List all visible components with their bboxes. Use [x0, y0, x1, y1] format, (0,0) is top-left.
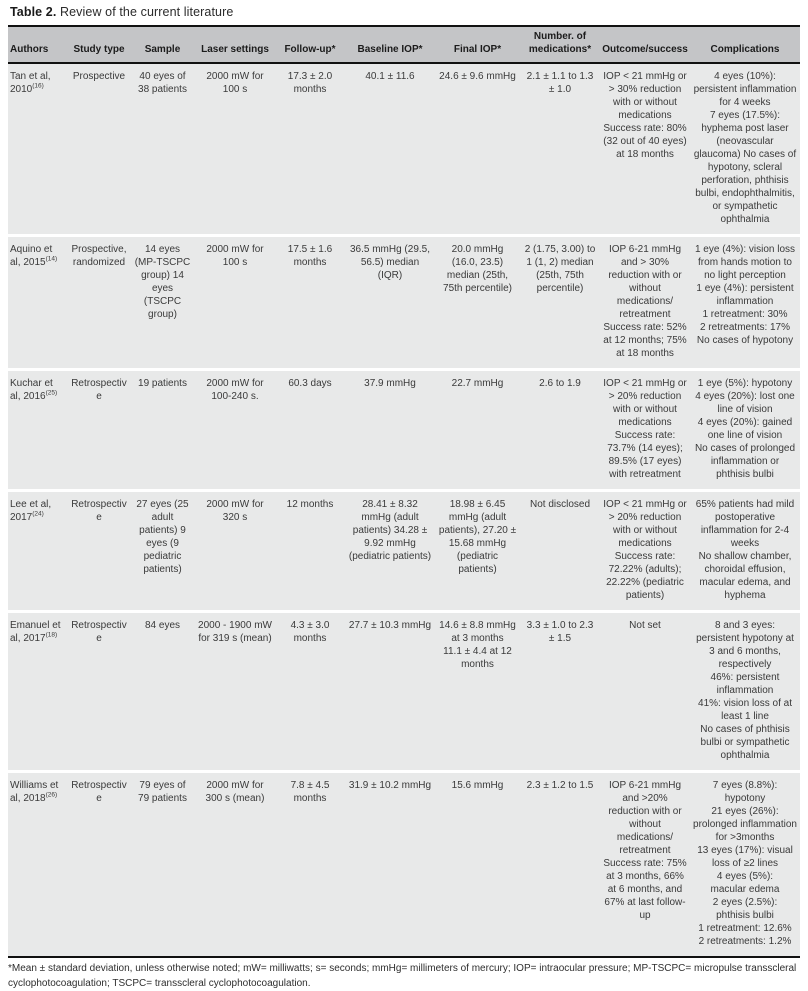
cell-complications: 7 eyes (8.8%): hypotony 21 eyes (26%): p…	[690, 771, 800, 958]
cell-baseline-iop: 27.7 ± 10.3 mmHg	[345, 611, 435, 773]
author-name: Emanuel et al, 2017	[10, 620, 61, 644]
table-row-aquino-2015: Aquino et al, 2015(14) Prospective, rand…	[8, 235, 800, 371]
cell-sample: 27 eyes (25 adult patients) 9 eyes (9 pe…	[130, 490, 195, 613]
cell-authors: Emanuel et al, 2017(18)	[8, 611, 68, 773]
cell-medications: 2 (1.75, 3.00) to 1 (1, 2) median (25th,…	[520, 235, 600, 371]
cell-complications: 65% patients had mild postoperative infl…	[690, 490, 800, 613]
cell-follow-up: 12 months	[275, 490, 345, 613]
author-name: Lee et al, 2017	[10, 499, 52, 523]
cell-study-type: Retrospective	[68, 771, 130, 958]
col-header-laser-settings: Laser settings	[195, 25, 275, 64]
cell-follow-up: 17.5 ± 1.6 months	[275, 235, 345, 371]
col-header-follow-up: Follow-up*	[275, 25, 345, 64]
cell-authors: Lee et al, 2017(24)	[8, 490, 68, 613]
col-header-complications: Complications	[690, 25, 800, 64]
cell-final-iop: 14.6 ± 8.8 mmHg at 3 months 11.1 ± 4.4 a…	[435, 611, 520, 773]
cell-final-iop: 15.6 mmHg	[435, 771, 520, 958]
cell-baseline-iop: 28.41 ± 8.32 mmHg (adult patients) 34.28…	[345, 490, 435, 613]
table-title: Table 2. Review of the current literatur…	[10, 5, 800, 19]
cell-complications: 1 eye (5%): hypotony 4 eyes (20%): lost …	[690, 369, 800, 492]
reference-superscript: (26)	[45, 791, 58, 799]
cell-complications: 8 and 3 eyes: persistent hypotony at 3 a…	[690, 611, 800, 773]
cell-study-type: Retrospective	[68, 490, 130, 613]
cell-medications: 2.3 ± 1.2 to 1.5	[520, 771, 600, 958]
cell-outcome: IOP 6-21 mmHg and >20% reduction with or…	[600, 771, 690, 958]
cell-authors: Williams et al, 2018(26)	[8, 771, 68, 958]
cell-baseline-iop: 31.9 ± 10.2 mmHg	[345, 771, 435, 958]
cell-complications: 1 eye (4%): vision loss from hands motio…	[690, 235, 800, 371]
col-header-baseline-iop: Baseline IOP*	[345, 25, 435, 64]
reference-superscript: (24)	[32, 510, 44, 518]
author-name: Williams et al, 2018	[10, 780, 59, 804]
cell-authors: Tan et al, 2010(16)	[8, 63, 68, 237]
cell-baseline-iop: 40.1 ± 11.6	[345, 63, 435, 237]
col-header-study-type: Study type	[68, 25, 130, 64]
cell-follow-up: 7.8 ± 4.5 months	[275, 771, 345, 958]
cell-outcome: IOP 6-21 mmHg and > 30% reduction with o…	[600, 235, 690, 371]
author-name: Tan et al, 2010	[10, 71, 51, 95]
cell-outcome: Not set	[600, 611, 690, 773]
cell-medications: Not disclosed	[520, 490, 600, 613]
cell-authors: Aquino et al, 2015(14)	[8, 235, 68, 371]
table-row-tan-2010: Tan et al, 2010(16) Prospective 40 eyes …	[8, 63, 800, 237]
footnote: *Mean ± standard deviation, unless other…	[8, 963, 797, 989]
cell-study-type: Prospective, randomized	[68, 235, 130, 371]
author-name: Aquino et al, 2015	[10, 244, 53, 268]
cell-outcome: IOP < 21 mmHg or > 20% reduction with or…	[600, 369, 690, 492]
reference-superscript: (25)	[45, 389, 58, 397]
cell-study-type: Prospective	[68, 63, 130, 237]
col-header-outcome: Outcome/success	[600, 25, 690, 64]
cell-study-type: Retrospective	[68, 369, 130, 492]
cell-follow-up: 4.3 ± 3.0 months	[275, 611, 345, 773]
cell-final-iop: 18.98 ± 6.45 mmHg (adult patients), 27.2…	[435, 490, 520, 613]
cell-laser-settings: 2000 mW for 300 s (mean)	[195, 771, 275, 958]
cell-laser-settings: 2000 mW for 100-240 s.	[195, 369, 275, 492]
table-title-label: Table 2.	[10, 5, 57, 19]
table-title-text: Review of the current literature	[60, 5, 234, 19]
cell-complications: 4 eyes (10%): persistent inflammation fo…	[690, 63, 800, 237]
header-row: Authors Study type Sample Laser settings…	[8, 25, 800, 64]
table-row-williams-2018: Williams et al, 2018(26) Retrospective 7…	[8, 771, 800, 958]
cell-outcome: IOP < 21 mmHg or > 20% reduction with or…	[600, 490, 690, 613]
cell-medications: 2.6 to 1.9	[520, 369, 600, 492]
table-row-lee-2017: Lee et al, 2017(24) Retrospective 27 eye…	[8, 490, 800, 613]
col-header-final-iop: Final IOP*	[435, 25, 520, 64]
cell-sample: 79 eyes of 79 patients	[130, 771, 195, 958]
col-header-authors: Authors	[8, 25, 68, 64]
reference-superscript: (16)	[32, 82, 44, 90]
cell-medications: 2.1 ± 1.1 to 1.3 ± 1.0	[520, 63, 600, 237]
cell-sample: 19 patients	[130, 369, 195, 492]
cell-authors: Kuchar et al, 2016(25)	[8, 369, 68, 492]
cell-baseline-iop: 36.5 mmHg (29.5, 56.5) median (IQR)	[345, 235, 435, 371]
cell-outcome: IOP < 21 mmHg or > 30% reduction with or…	[600, 63, 690, 237]
reference-superscript: (14)	[45, 255, 58, 263]
cell-laser-settings: 2000 mW for 100 s	[195, 235, 275, 371]
table-row-kuchar-2016: Kuchar et al, 2016(25) Retrospective 19 …	[8, 369, 800, 492]
cell-final-iop: 24.6 ± 9.6 mmHg	[435, 63, 520, 237]
cell-final-iop: 22.7 mmHg	[435, 369, 520, 492]
cell-study-type: Retrospective	[68, 611, 130, 773]
cell-sample: 40 eyes of 38 patients	[130, 63, 195, 237]
cell-sample: 84 eyes	[130, 611, 195, 773]
author-name: Kuchar et al, 2016	[10, 378, 53, 402]
table-row-emanuel-2017: Emanuel et al, 2017(18) Retrospective 84…	[8, 611, 800, 773]
col-header-medications: Number. of medications*	[520, 25, 600, 64]
cell-baseline-iop: 37.9 mmHg	[345, 369, 435, 492]
reference-superscript: (18)	[45, 631, 58, 639]
cell-sample: 14 eyes (MP-TSCPC group) 14 eyes (TSCPC …	[130, 235, 195, 371]
col-header-sample: Sample	[130, 25, 195, 64]
cell-medications: 3.3 ± 1.0 to 2.3 ± 1.5	[520, 611, 600, 773]
literature-review-table: Authors Study type Sample Laser settings…	[8, 25, 800, 958]
cell-laser-settings: 2000 mW for 320 s	[195, 490, 275, 613]
cell-follow-up: 60.3 days	[275, 369, 345, 492]
cell-laser-settings: 2000 - 1900 mW for 319 s (mean)	[195, 611, 275, 773]
cell-follow-up: 17.3 ± 2.0 months	[275, 63, 345, 237]
cell-laser-settings: 2000 mW for 100 s	[195, 63, 275, 237]
cell-final-iop: 20.0 mmHg (16.0, 23.5) median (25th, 75t…	[435, 235, 520, 371]
